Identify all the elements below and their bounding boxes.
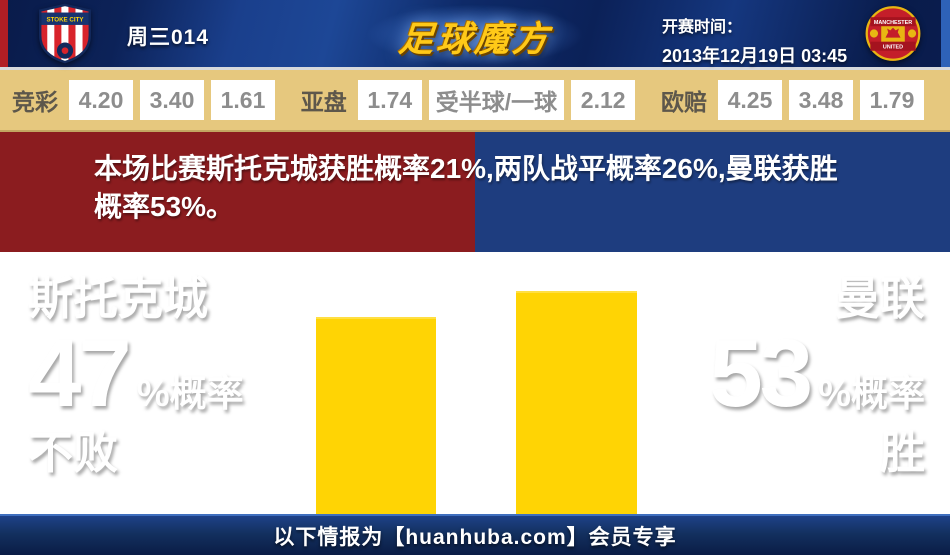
european-odds-group: 欧赔 4.25 3.48 1.79 [661,80,924,120]
home-percent-suffix: %概率 [136,372,244,414]
prediction-summary-text: 本场比赛斯托克城获胜概率21%,两队战平概率26%,曼联获胜概率53%。 [94,153,838,222]
away-percent-row: 53 %概率 [709,319,925,427]
away-team-name: 曼联 [834,273,925,324]
svg-text:MANCHESTER: MANCHESTER [874,20,912,26]
left-accent-stripe [0,0,8,67]
site-logo-text: 足球魔方 [397,20,553,59]
european-odds-label: 欧赔 [660,89,707,115]
asian-handicap-group: 亚盘 1.74 受半球/一球 2.12 [300,80,636,120]
stoke-city-crest-icon: STOKE CITY [36,3,94,64]
handicap-home-odds: 1.74 [357,80,422,120]
member-exclusive-notice: 以下情报为【huanhuba.com】会员专享 [273,525,677,549]
match-code: 周三014 [127,26,210,49]
svg-text:STOKE CITY: STOKE CITY [46,17,84,24]
summary-home-background [0,132,475,252]
jingcai-home-odds: 4.20 [69,80,133,120]
kickoff-info: 开赛时间： 2013年12月19日 03:45 [662,13,847,68]
away-team-stats: 曼联 53 %概率 胜 [709,274,925,477]
home-outcome-label: 不败 [28,426,119,478]
header-separator [0,67,950,70]
odds-bar: 竞彩 4.20 3.40 1.61 亚盘 1.74 受半球/一球 2.12 欧赔… [0,70,950,132]
handicap-away-odds: 2.12 [571,80,636,120]
kickoff-label: 开赛时间： [662,19,743,36]
footer-banner: 以下情报为【huanhuba.com】会员专享 [0,514,950,555]
svg-text:UNITED: UNITED [883,44,903,50]
away-percent-suffix: %概率 [818,372,925,414]
jingcai-label: 竞彩 [12,89,58,115]
away-probability-bar [516,291,637,514]
probability-comparison-chart: 斯托克城 47 %概率 不败 曼联 53 %概率 胜 [0,252,950,514]
kickoff-time: 2013年12月19日 03:45 [662,46,848,66]
header: STOKE CITY 周三014 足球魔方 开赛时间： 2013年12月19日 … [0,0,950,67]
jingcai-away-odds: 1.61 [211,80,275,120]
right-accent-stripe [941,0,950,67]
handicap-line: 受半球/一球 [428,80,565,120]
home-team-name: 斯托克城 [28,273,209,324]
home-percent-value: 47 [28,319,132,427]
european-away-odds: 1.79 [859,80,924,120]
away-percent-value: 53 [709,319,813,427]
prediction-summary-band: 本场比赛斯托克城获胜概率21%,两队战平概率26%,曼联获胜概率53%。 [0,132,950,252]
manchester-united-crest-icon: MANCHESTER UNITED [864,3,922,64]
european-home-odds: 4.25 [717,80,782,120]
home-percent-row: 47 %概率 [28,319,244,427]
summary-away-background [475,132,950,252]
home-probability-bar [316,317,436,514]
european-draw-odds: 3.48 [788,80,853,120]
asian-handicap-label: 亚盘 [300,89,347,115]
home-team-stats: 斯托克城 47 %概率 不败 [28,274,244,477]
away-outcome-label: 胜 [879,426,925,478]
jingcai-odds-group: 竞彩 4.20 3.40 1.61 [12,80,275,120]
jingcai-draw-odds: 3.40 [140,80,204,120]
